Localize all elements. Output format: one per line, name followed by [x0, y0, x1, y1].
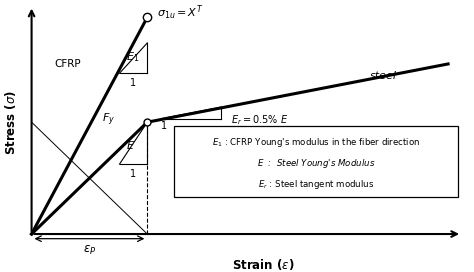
Text: $E_1$ : CFRP Young's modulus in the fiber direction: $E_1$ : CFRP Young's modulus in the fibe…: [212, 136, 420, 149]
Text: Strain ($\varepsilon$): Strain ($\varepsilon$): [232, 257, 294, 272]
Text: $\varepsilon_P$: $\varepsilon_P$: [83, 244, 96, 257]
FancyBboxPatch shape: [174, 126, 458, 197]
Text: 1: 1: [161, 121, 167, 131]
Text: $E_r$ : Steel tangent modulus: $E_r$ : Steel tangent modulus: [258, 178, 374, 191]
Text: Stress ($\sigma$): Stress ($\sigma$): [3, 90, 18, 155]
Text: $E$: $E$: [127, 140, 136, 152]
Text: $E_r = 0.5\%\ E$: $E_r = 0.5\%\ E$: [230, 113, 288, 127]
Text: $\sigma_{1u} = X^{T}$: $\sigma_{1u} = X^{T}$: [156, 4, 203, 22]
Text: 1: 1: [130, 78, 137, 88]
Text: $F_y$: $F_y$: [102, 112, 115, 128]
Text: CFRP: CFRP: [55, 59, 82, 69]
Text: steel: steel: [369, 71, 396, 81]
Text: $E$  :  Steel Young's Modulus: $E$ : Steel Young's Modulus: [257, 157, 375, 170]
Text: $E_1$: $E_1$: [127, 50, 140, 64]
Text: 1: 1: [130, 169, 137, 179]
